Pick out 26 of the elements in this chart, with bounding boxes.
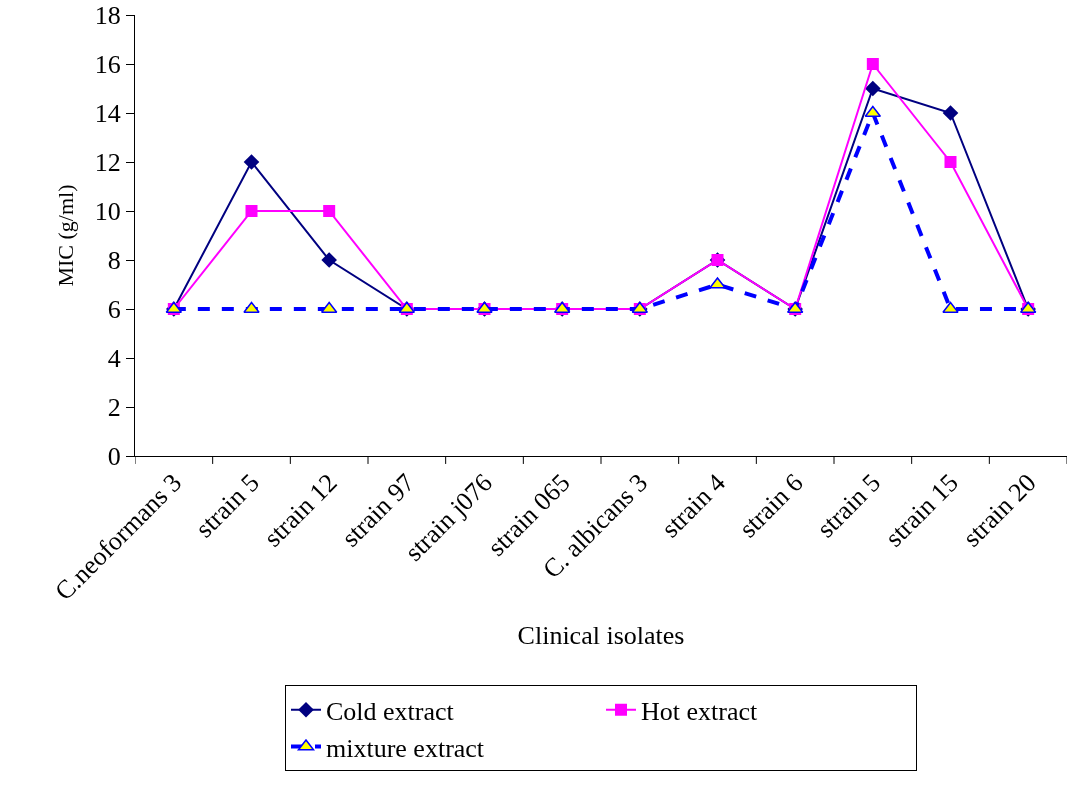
y-tick-label: 8 <box>107 246 121 276</box>
y-tick-label: 2 <box>107 393 121 423</box>
point <box>323 205 336 217</box>
point <box>866 58 879 70</box>
legend-label: Hot extract <box>641 696 758 726</box>
y-tick-label: 10 <box>94 197 121 227</box>
y-tick-label: 4 <box>107 344 121 374</box>
point <box>243 154 260 170</box>
legend-label: mixture extract <box>326 733 485 763</box>
point <box>709 277 726 289</box>
y-tick-label: 16 <box>94 50 121 80</box>
point <box>942 301 959 313</box>
x-axis-title: Clinical isolates <box>517 620 685 650</box>
y-tick-label: 14 <box>94 99 121 129</box>
point <box>245 205 258 217</box>
point <box>942 105 959 121</box>
legend-label: Cold extract <box>326 696 455 726</box>
y-tick-label: 12 <box>94 148 121 178</box>
point <box>321 252 337 268</box>
y-tick-label: 18 <box>94 1 121 31</box>
y-tick-label: 0 <box>107 442 121 472</box>
y-tick-label: 6 <box>107 295 121 325</box>
point <box>865 80 881 97</box>
y-axis-title: MIC (g/ml) <box>52 184 78 287</box>
point <box>944 156 957 168</box>
point <box>243 301 260 313</box>
